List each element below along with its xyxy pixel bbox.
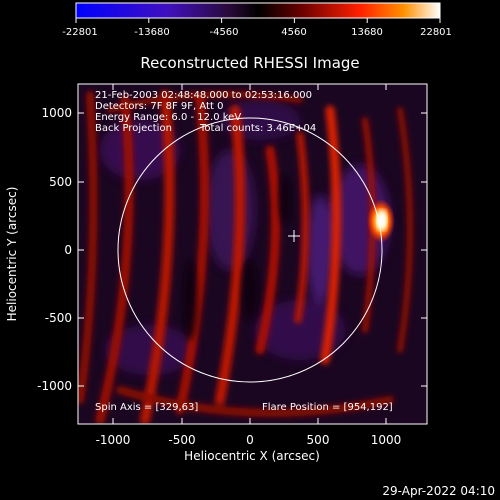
y-tick-label: -1000: [37, 379, 72, 393]
colorbar-tick: -13680: [134, 27, 169, 38]
axis-ticks: [78, 84, 427, 424]
colorbar-tick: -4560: [209, 27, 238, 38]
spin-axis-label: Spin Axis = [329,63]: [95, 402, 198, 413]
x-tick-label: 1000: [371, 433, 402, 447]
y-tick-label: 1000: [41, 106, 72, 120]
energy-range: Energy Range: 6.0 - 12.0 keV: [95, 112, 241, 123]
info-block: 21-Feb-2003 02:48:48.000 to 02:53:16.000…: [95, 90, 316, 134]
method: Back Projection: [95, 123, 172, 134]
x-tick-label: -500: [168, 433, 195, 447]
x-axis-label: Heliocentric X (arcsec): [184, 449, 320, 463]
plot-title: Reconstructed RHESSI Image: [140, 54, 359, 72]
x-tick-label: 0: [246, 433, 254, 447]
spin-axis-marker: [288, 230, 300, 242]
x-tick-label: -1000: [96, 433, 131, 447]
time-range: 21-Feb-2003 02:48:48.000 to 02:53:16.000: [95, 90, 312, 101]
timestamp: 29-Apr-2022 04:10: [382, 484, 495, 498]
y-tick-label: 500: [49, 175, 72, 189]
flare-position-label: Flare Position = [954,192]: [262, 402, 393, 413]
plot-frame: [77, 83, 428, 425]
colorbar-tick: 4560: [281, 27, 306, 38]
y-tick-label: 0: [64, 243, 72, 257]
colorbar-gradient: [75, 2, 441, 19]
colorbar-tick: 22801: [420, 27, 452, 38]
y-tick-label: -500: [45, 311, 72, 325]
colorbar-tick: 13680: [351, 27, 383, 38]
colorbar: -22801 -13680 -4560 4560 13680 22801: [62, 2, 452, 38]
detectors: Detectors: 7F 8F 9F, Att 0: [95, 101, 223, 112]
x-tick-label: 500: [307, 433, 330, 447]
colorbar-tick: -22801: [62, 27, 97, 38]
reconstructed-image: [78, 84, 427, 424]
total-counts: Total counts: 3.46E+04: [199, 123, 316, 134]
solar-limb: [117, 117, 383, 383]
y-axis-label: Heliocentric Y (arcsec): [5, 187, 19, 322]
